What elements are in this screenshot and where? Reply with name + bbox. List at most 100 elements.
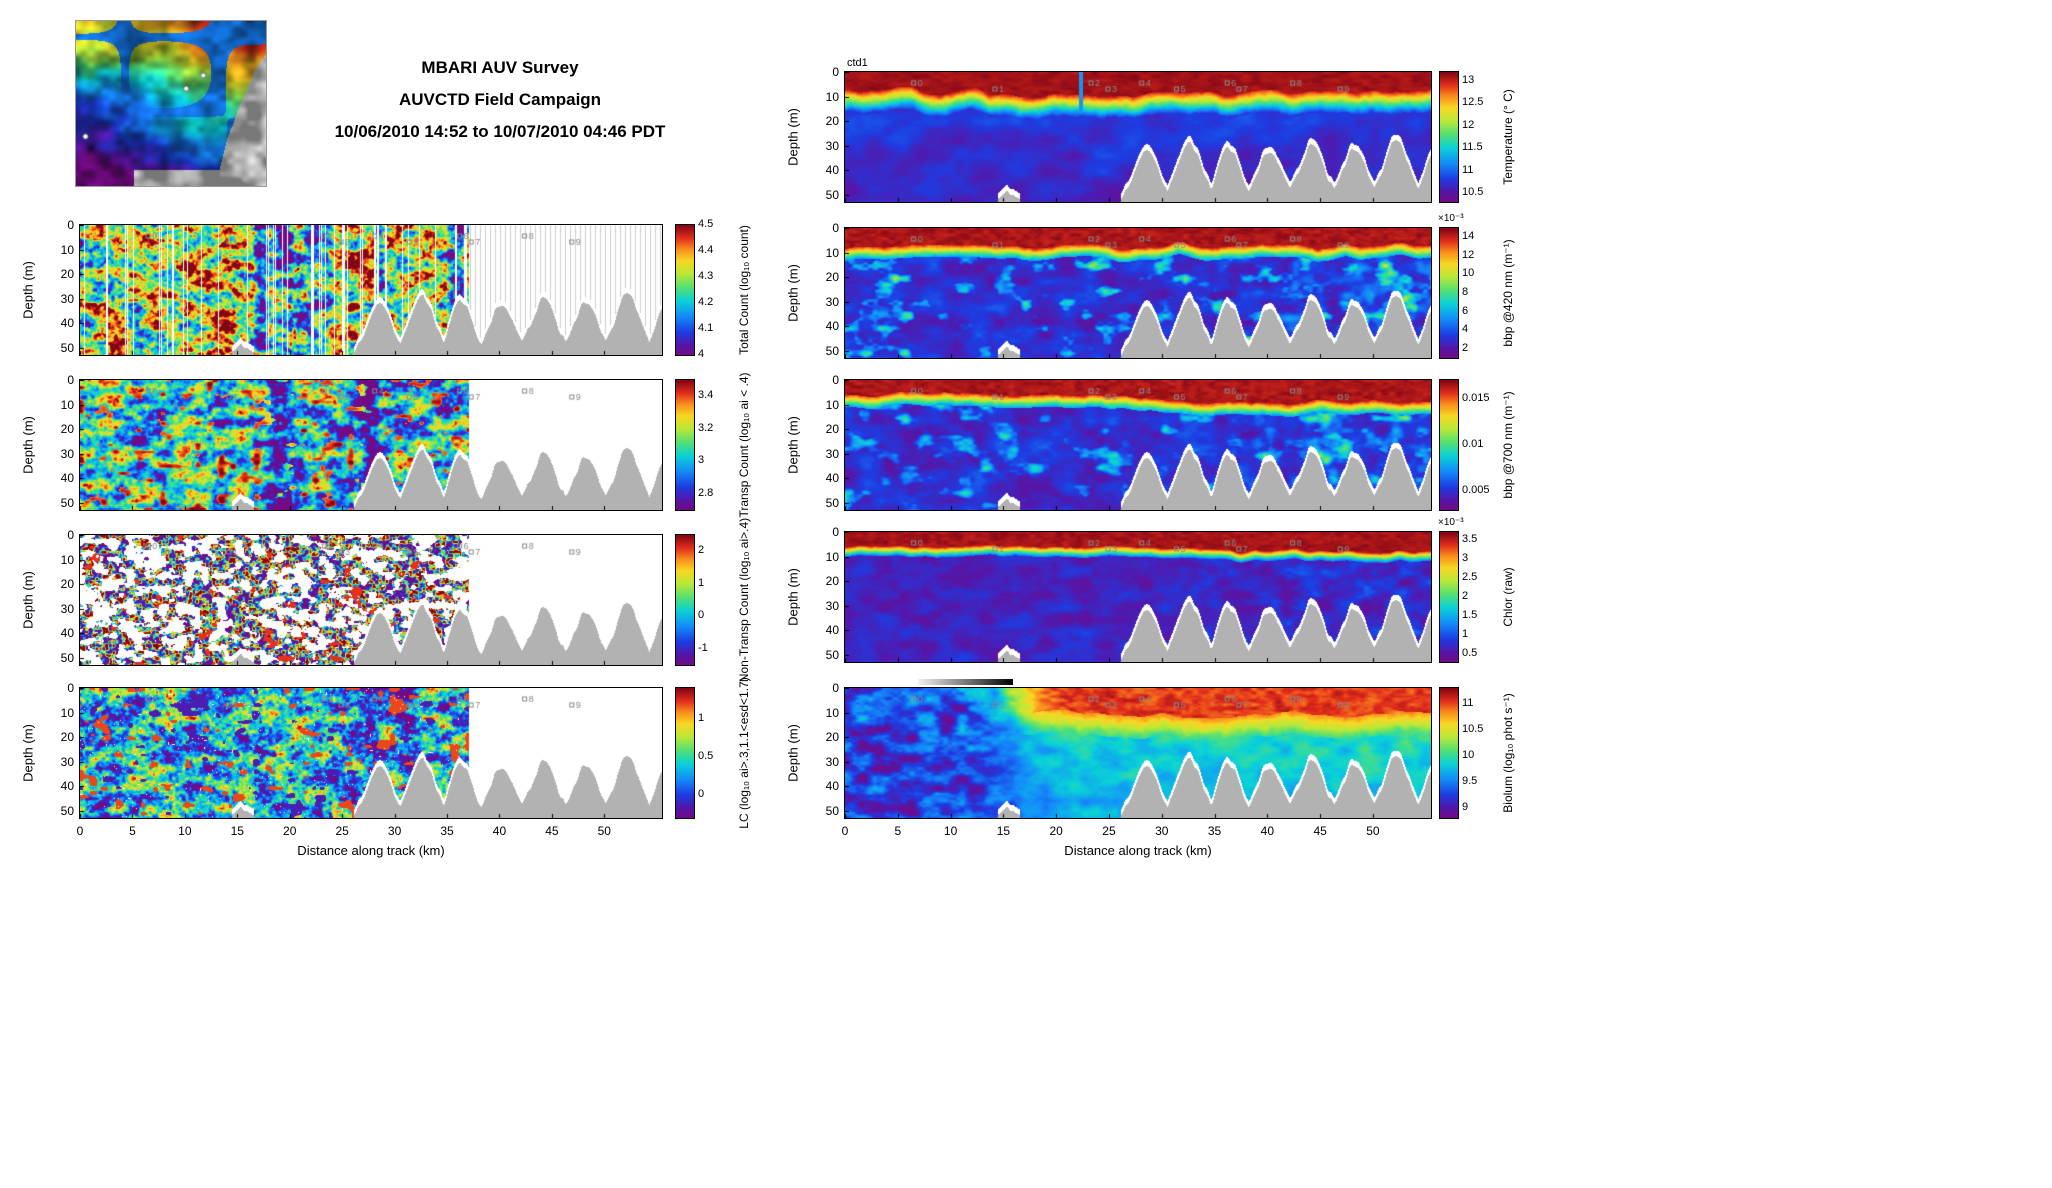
y-tick-label: 30	[825, 446, 839, 461]
colorbar-tick-label: 12.5	[1462, 96, 1484, 109]
x-tick-label: 20	[1049, 824, 1063, 838]
y-tick-label: 40	[825, 779, 839, 794]
x-tick-label: 5	[894, 824, 902, 838]
non-transp-count-colorbar	[675, 534, 695, 666]
y-tick-label: 10	[825, 705, 839, 720]
y-axis-label: Depth (m)	[785, 724, 801, 782]
colorbar-tick-label: 11.5	[1462, 141, 1483, 154]
colorbar-multiplier: ×10⁻³	[1438, 517, 1464, 528]
y-tick-label: 50	[825, 803, 839, 818]
y-tick-label: 20	[825, 422, 839, 437]
colorbar-tick-label: 4.4	[698, 244, 714, 256]
y-tick-label: 30	[825, 754, 839, 769]
colorbar-tick-label: 1	[698, 576, 705, 589]
y-tick-label: 50	[60, 340, 74, 355]
y-tick-label: 10	[825, 397, 839, 412]
colorbar-tick-label: 4.1	[698, 322, 714, 334]
colorbar-tick-label: 4.5	[698, 218, 714, 230]
bbp700-section-canvas	[844, 379, 1432, 511]
y-tick-label: 30	[60, 601, 74, 616]
y-tick-label: 20	[60, 577, 74, 592]
colorbar-caption: Biolum (log₁₀ phot s⁻¹)	[1501, 693, 1515, 813]
colorbar-tick-label: 4	[1462, 323, 1469, 336]
colorbar-tick-label: 1	[1462, 628, 1469, 641]
colorbar-caption: LC (log₁₀ ai>.3,1.1<esd<1.7)	[737, 677, 751, 829]
x-tick-label: 5	[129, 824, 136, 838]
y-tick-label: 40	[825, 623, 839, 638]
y-tick-label: 0	[67, 373, 74, 387]
y-tick-label: 40	[825, 163, 839, 178]
colorbar-tick-label: 14	[1462, 230, 1475, 243]
colorbar-caption: bbp @700 nm (m⁻¹)	[1501, 391, 1515, 499]
y-tick-label: 0	[67, 681, 74, 695]
x-tick-label: 30	[387, 824, 402, 838]
y-tick-label: 40	[60, 316, 74, 331]
colorbar-tick-label: 4.2	[698, 296, 714, 308]
colorbar-caption: Total Count (log₁₀ count)	[737, 225, 751, 355]
colorbar-tick-label: 9.5	[1462, 774, 1478, 787]
colorbar-tick-label: 3	[698, 454, 705, 467]
y-tick-label: 10	[60, 552, 74, 567]
colorbar-tick-label: 0.005	[1462, 484, 1490, 497]
title-line-dates: 10/06/2010 14:52 to 10/07/2010 04:46 PDT	[334, 122, 666, 141]
colorbar-tick-label: 6	[1462, 304, 1469, 317]
y-tick-label: 10	[825, 245, 839, 260]
colorbar-tick-label: 10	[1462, 748, 1475, 761]
x-tick-label: 50	[1366, 824, 1380, 838]
y-tick-label: 10	[60, 705, 74, 720]
x-tick-label: 15	[996, 824, 1011, 838]
y-tick-label: 20	[825, 574, 839, 589]
colorbar-caption: Transp Count (log₁₀ ai < .4)	[737, 372, 751, 518]
biolum-section-canvas	[844, 687, 1432, 819]
y-tick-label: 50	[60, 495, 74, 510]
bbp420-section-canvas	[844, 227, 1432, 359]
x-axis-label: Distance along track (km)	[297, 843, 445, 858]
colorbar-caption: bbp @420 nm (m⁻¹)	[1501, 239, 1515, 347]
transp-count-section-canvas	[79, 379, 663, 511]
colorbar-multiplier: ×10⁻³	[1438, 213, 1464, 224]
biolum-colorbar	[1439, 687, 1459, 819]
lc-colorbar	[675, 687, 695, 819]
y-tick-label: 0	[832, 373, 839, 387]
colorbar-tick-label: 11	[1462, 163, 1474, 176]
colorbar-tick-label: 1	[698, 711, 705, 724]
y-axis-label: Depth (m)	[20, 261, 36, 319]
figure-title-block: MBARI AUV Survey AUVCTD Field Campaign 1…	[250, 52, 750, 148]
x-axis-label: Distance along track (km)	[1064, 843, 1212, 858]
x-tick-label: 45	[1313, 824, 1327, 838]
transp-count-colorbar	[675, 379, 695, 511]
y-tick-label: 50	[825, 495, 839, 510]
y-tick-label: 50	[60, 650, 74, 665]
y-tick-label: 50	[825, 647, 839, 662]
y-tick-label: 50	[60, 803, 74, 818]
bathymetry-map-inset	[75, 20, 267, 187]
colorbar-tick-label: 0.5	[698, 749, 714, 762]
y-tick-label: 20	[60, 422, 74, 437]
colorbar-tick-label: 10	[1462, 267, 1475, 280]
x-tick-label: 50	[597, 824, 611, 838]
x-tick-label: 40	[1260, 824, 1274, 838]
non-transp-count-section-canvas	[79, 534, 663, 666]
colorbar-tick-label: 3	[1462, 551, 1469, 564]
y-tick-label: 30	[60, 446, 74, 461]
chlor-section-canvas	[844, 531, 1432, 663]
colorbar-tick-label: 13	[1462, 73, 1475, 86]
bbp420-colorbar	[1439, 227, 1459, 359]
x-tick-label: 25	[1102, 824, 1116, 838]
colorbar-tick-label: 2.8	[698, 486, 714, 499]
total-count-colorbar	[675, 224, 695, 356]
y-tick-label: 30	[825, 598, 839, 613]
y-tick-label: 40	[60, 626, 74, 641]
title-line-campaign: AUVCTD Field Campaign	[398, 90, 602, 109]
temperature-section-canvas	[844, 71, 1432, 203]
temperature-colorbar	[1439, 71, 1459, 203]
lc-section-canvas	[79, 687, 663, 819]
colorbar-tick-label: 0.5	[1462, 647, 1478, 660]
y-tick-label: 10	[60, 397, 74, 412]
title-line-survey: MBARI AUV Survey	[421, 58, 579, 77]
y-tick-label: 30	[60, 291, 74, 306]
y-tick-label: 40	[60, 471, 74, 486]
colorbar-tick-label: 0.01	[1462, 438, 1484, 450]
x-tick-label: 10	[178, 824, 192, 838]
